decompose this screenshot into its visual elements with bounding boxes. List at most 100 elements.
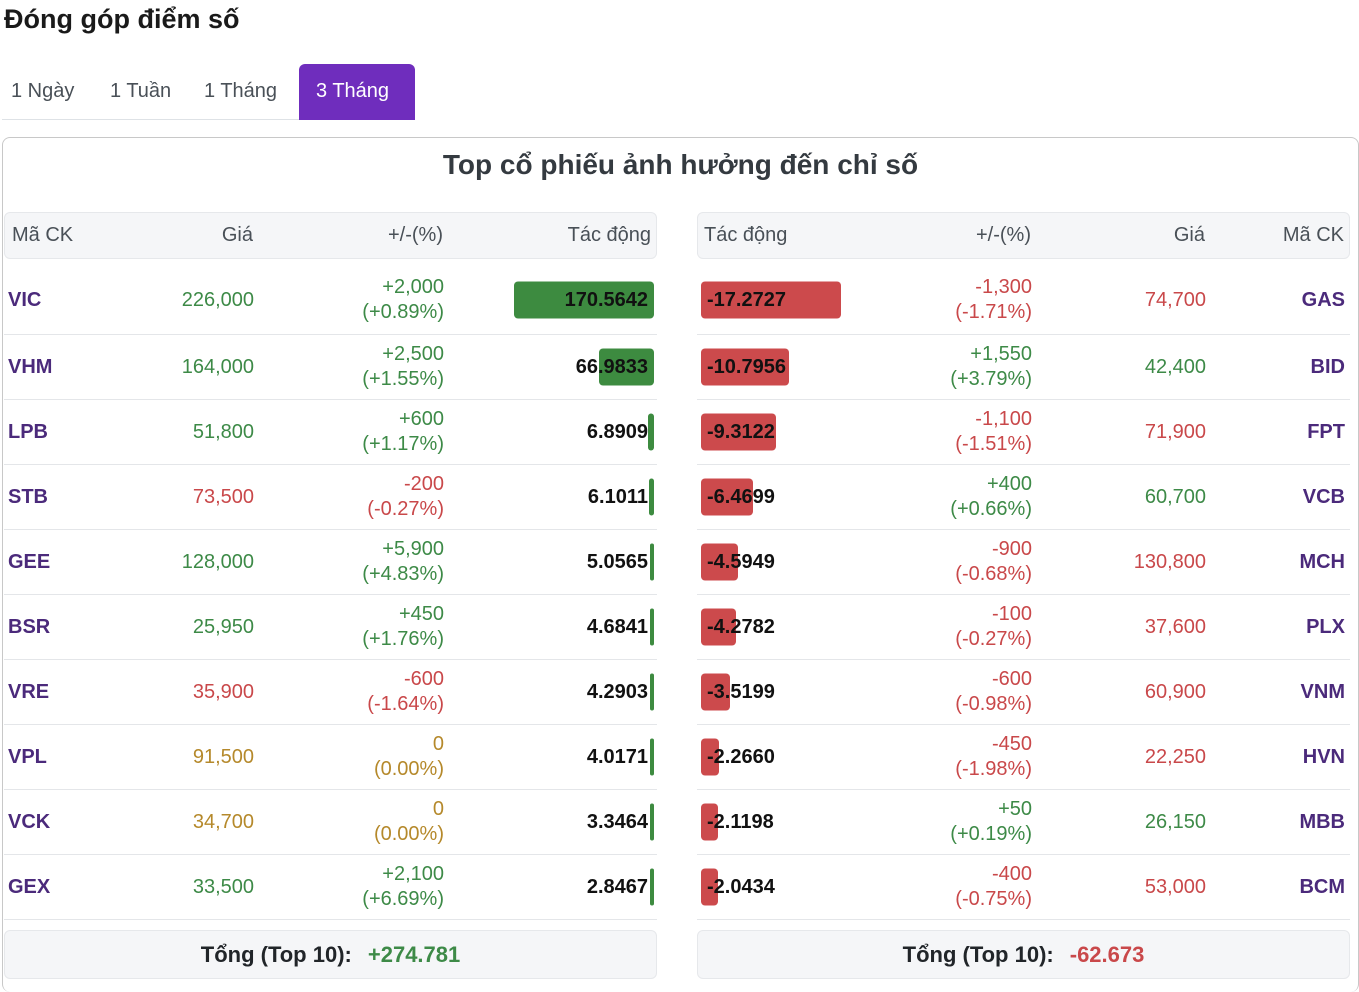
impact-bar [649,478,654,516]
stock-price: 33,500 [192,875,254,898]
impact-cell: -9.3122 [701,400,841,464]
change-value: +600 [398,408,444,430]
stock-change: -200 (-0.27%) [367,465,444,529]
impact-value: -3.5199 [707,680,775,703]
stock-code[interactable]: VNM [1300,680,1345,703]
losers-row[interactable]: GAS 74,700 -1,300 (-1.71%) -17.2727 [697,266,1350,335]
total-value: +274.781 [367,941,461,967]
stock-code[interactable]: HVN [1302,745,1345,768]
stock-code[interactable]: MBB [1299,810,1345,833]
change-percent: (-0.98%) [955,693,1032,715]
change-percent: (+4.83%) [362,563,444,585]
stock-code[interactable]: VPL [8,745,47,768]
stock-code[interactable]: VIC [8,288,42,311]
losers-body: GAS 74,700 -1,300 (-1.71%) -17.2727 BID 42,400… [697,266,1350,920]
stock-change: -1,100 (-1.51%) [955,400,1032,464]
impact-value: -10.7956 [707,355,786,378]
change-percent: (+0.66%) [950,498,1032,520]
losers-row[interactable]: MBB 26,150 +50 (+0.19%) -2.1198 [697,790,1350,855]
losers-row[interactable]: VCB 60,700 +400 (+0.66%) -6.4699 [697,465,1350,530]
stock-code[interactable]: GAS [1301,288,1345,311]
gainers-row[interactable]: LPB 51,800 +600 (+1.17%) 6.8909 [4,400,657,465]
stock-code[interactable]: GEE [8,550,51,573]
impact-bar [650,868,654,906]
losers-row[interactable]: BCM 53,000 -400 (-0.75%) -2.0434 [697,855,1350,920]
impact-cell: -4.2782 [701,595,841,659]
gainers-row[interactable]: VCK 34,700 0 (0.00%) 3.3464 [4,790,657,855]
stock-code[interactable]: STB [8,485,48,508]
gainers-row[interactable]: VRE 35,900 -600 (-1.64%) 4.2903 [4,660,657,725]
stock-change: 0 (0.00%) [374,790,444,854]
impact-value: 3.3464 [586,810,648,833]
stock-price: 34,700 [192,810,254,833]
tab-1-ngay[interactable]: 1 Ngày [11,80,75,102]
change-value: -200 [403,473,444,495]
impact-cell: 2.8467 [514,855,654,919]
stock-price: 128,000 [181,550,254,573]
stock-code[interactable]: BSR [8,615,51,638]
stock-change: 0 (0.00%) [374,725,444,789]
stock-code[interactable]: VHM [8,355,53,378]
stock-code[interactable]: MCH [1299,550,1345,573]
gainers-row[interactable]: VIC 226,000 +2,000 (+0.89%) 170.5642 [4,266,657,335]
losers-row[interactable]: PLX 37,600 -100 (-0.27%) -4.2782 [697,595,1350,660]
gainers-row[interactable]: VHM 164,000 +2,500 (+1.55%) 66.9833 [4,335,657,400]
impact-value: 4.6841 [586,615,648,638]
impact-value: -6.4699 [707,485,775,508]
impact-cell: -2.1198 [701,790,841,854]
gainers-row[interactable]: VPL 91,500 0 (0.00%) 4.0171 [4,725,657,790]
losers-row[interactable]: MCH 130,800 -900 (-0.68%) -4.5949 [697,530,1350,595]
stock-code[interactable]: GEX [8,875,51,898]
change-percent: (0.00%) [373,823,444,845]
impact-value: 4.0171 [586,745,648,768]
gainers-body: VIC 226,000 +2,000 (+0.89%) 170.5642 VHM 164,0… [4,266,657,920]
stock-change: -400 (-0.75%) [955,855,1032,919]
stock-code[interactable]: BCM [1299,875,1345,898]
impact-value: 170.5642 [564,288,648,311]
tab-1-tuan[interactable]: 1 Tuần [110,80,172,102]
header-impact: Tác động [567,224,651,246]
impact-cell: 6.8909 [514,400,654,464]
tab-3-thang[interactable]: 3 Tháng [299,64,415,120]
impact-cell: 170.5642 [514,266,654,334]
stock-change: +400 (+0.66%) [950,465,1032,529]
change-percent: (+1.17%) [362,433,444,455]
stock-code[interactable]: VCK [8,810,51,833]
stock-code[interactable]: VCB [1302,485,1345,508]
gainers-row[interactable]: GEX 33,500 +2,100 (+6.69%) 2.8467 [4,855,657,920]
gainers-header: Mã CK Giá +/-(%) Tác động [4,212,657,259]
stock-price: 74,700 [1144,288,1206,311]
gainers-row[interactable]: GEE 128,000 +5,900 (+4.83%) 5.0565 [4,530,657,595]
gainers-row[interactable]: STB 73,500 -200 (-0.27%) 6.1011 [4,465,657,530]
impact-panel: Top cổ phiếu ảnh hưởng đến chỉ số Mã CK … [2,137,1359,992]
change-percent: (-0.27%) [955,628,1032,650]
stock-change: +50 (+0.19%) [950,790,1032,854]
impact-cell: 66.9833 [514,335,654,399]
stock-code[interactable]: FPT [1307,420,1345,443]
impact-bar [701,738,720,776]
change-value: +1,550 [970,343,1032,365]
stock-change: +600 (+1.17%) [362,400,444,464]
impact-cell: 3.3464 [514,790,654,854]
change-percent: (-1.51%) [955,433,1032,455]
change-value: -900 [991,538,1032,560]
impact-value: 5.0565 [586,550,648,573]
total-label: Tổng (Top 10): [902,941,1054,967]
losers-row[interactable]: BID 42,400 +1,550 (+3.79%) -10.7956 [697,335,1350,400]
stock-price: 35,900 [192,680,254,703]
stock-code[interactable]: PLX [1306,615,1345,638]
stock-code[interactable]: BID [1310,355,1345,378]
impact-bar [701,543,739,581]
change-value: 0 [432,798,444,820]
tab-1-thang[interactable]: 1 Tháng [204,80,278,102]
gainers-row[interactable]: BSR 25,950 +450 (+1.76%) 4.6841 [4,595,657,660]
stock-change: -450 (-1.98%) [955,725,1032,789]
stock-change: +450 (+1.76%) [362,595,444,659]
stock-code[interactable]: VRE [8,680,50,703]
period-tabs: 1 Ngày 1 Tuần 1 Tháng 3 Tháng [2,64,415,120]
stock-code[interactable]: LPB [8,420,48,443]
impact-cell: -6.4699 [701,465,841,529]
losers-row[interactable]: FPT 71,900 -1,100 (-1.51%) -9.3122 [697,400,1350,465]
losers-row[interactable]: HVN 22,250 -450 (-1.98%) -2.2660 [697,725,1350,790]
losers-row[interactable]: VNM 60,900 -600 (-0.98%) -3.5199 [697,660,1350,725]
